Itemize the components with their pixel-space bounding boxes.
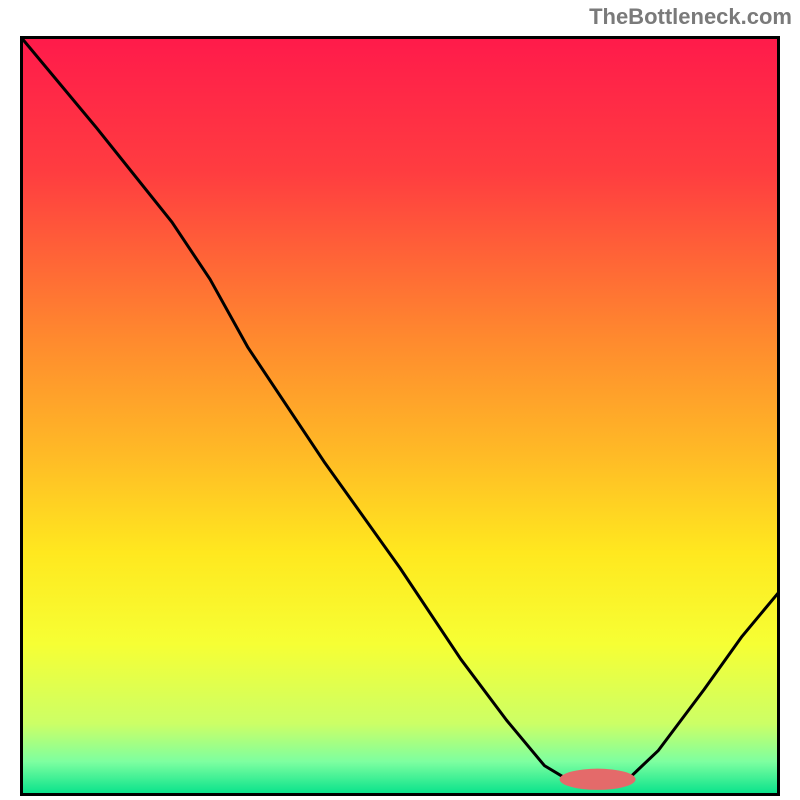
- attribution-label: TheBottleneck.com: [589, 4, 792, 30]
- chart-svg: [20, 36, 780, 796]
- chart-background: [20, 36, 780, 796]
- bottleneck-curve-chart: [20, 36, 780, 796]
- optimal-marker: [560, 769, 636, 790]
